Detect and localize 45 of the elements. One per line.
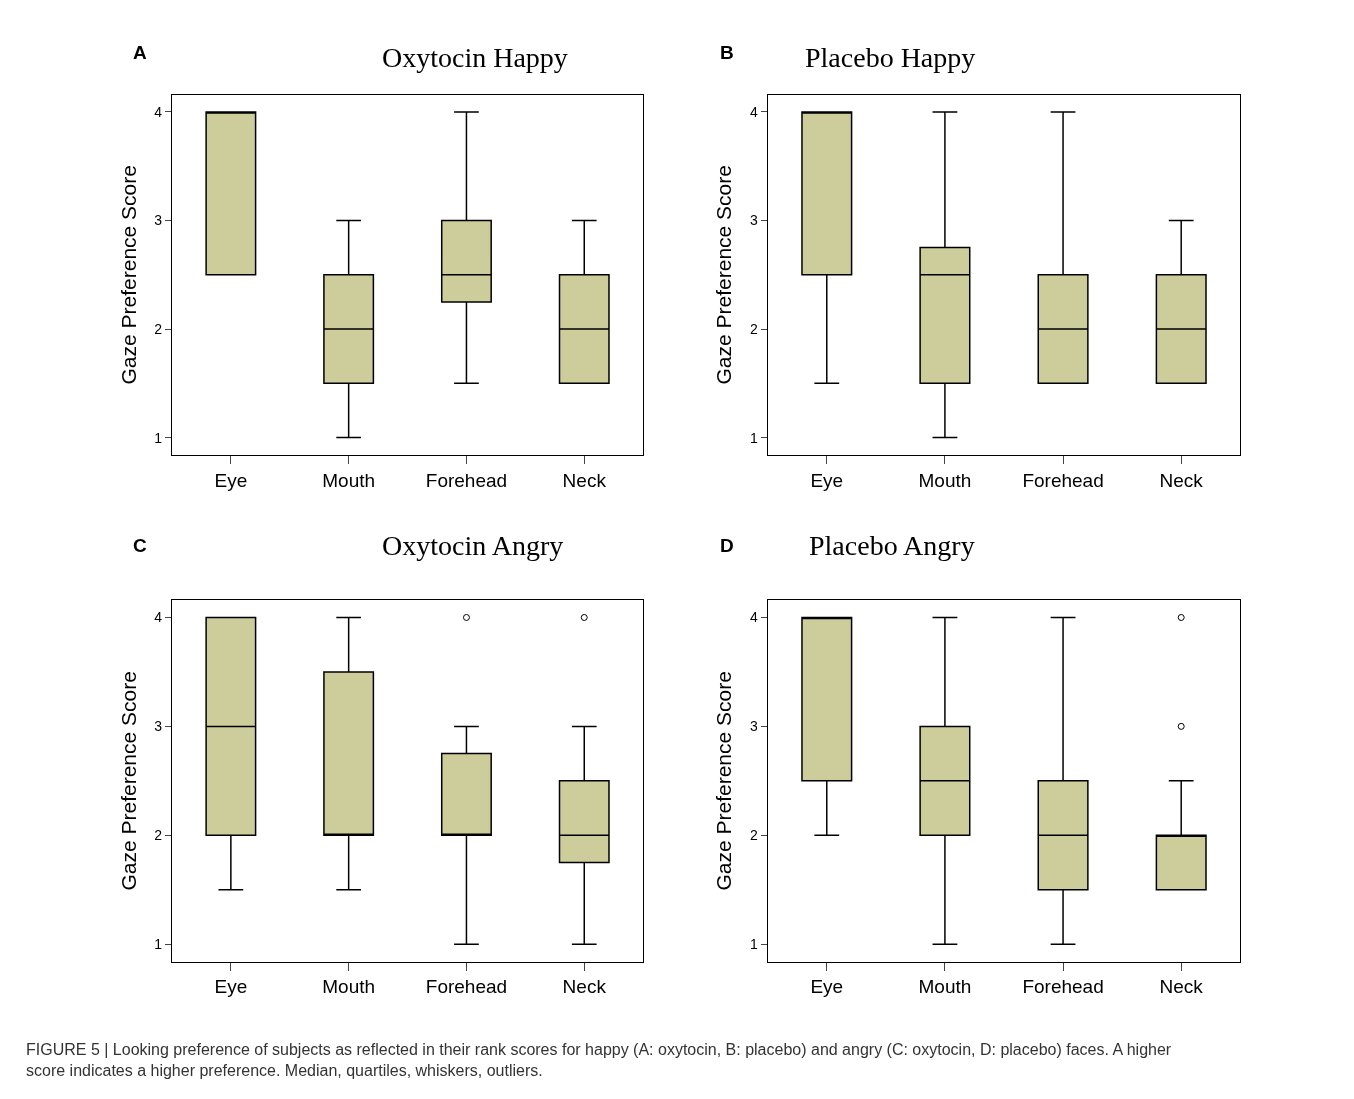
text: D — [720, 535, 734, 556]
y-tick-label: 3 — [154, 718, 163, 735]
y-tick-label: 3 — [750, 212, 759, 229]
x-tick-label: Forehead — [425, 976, 508, 998]
x-tick-label: Forehead — [1022, 469, 1104, 491]
x-tick-label: Neck — [1159, 469, 1204, 491]
x-tick-label: Forehead — [425, 469, 508, 491]
y-tick-label: 1 — [154, 936, 163, 953]
y-tick-label: 1 — [750, 936, 759, 953]
x-tick-label: Mouth — [322, 469, 376, 491]
y-tick-label: 1 — [154, 429, 163, 446]
x-tick-label: Eye — [214, 469, 248, 491]
y-axis-title: Gaze Preference Score — [116, 165, 140, 385]
y-axis-title: Gaze Preference Score — [116, 671, 140, 891]
y-tick-label: 2 — [750, 320, 759, 337]
y-tick-label: 4 — [154, 609, 163, 626]
chart-title: Placebo Happy — [805, 42, 976, 73]
y-tick-label: 4 — [750, 103, 759, 120]
y-tick-label: 2 — [750, 827, 759, 844]
x-tick-label: Mouth — [918, 976, 972, 998]
chart-title: Placebo Angry — [809, 530, 975, 561]
x-tick-label: Forehead — [1022, 976, 1104, 998]
x-tick-label: Eye — [810, 976, 844, 998]
text: B — [720, 42, 734, 63]
y-axis-title: Gaze Preference Score — [712, 165, 736, 385]
x-tick-label: Neck — [1159, 976, 1204, 998]
y-tick-label: 2 — [154, 320, 163, 337]
y-tick-label: 4 — [750, 609, 759, 626]
x-tick-label: Eye — [810, 469, 844, 491]
x-tick-label: Neck — [562, 469, 607, 491]
text: C — [133, 535, 147, 556]
y-tick-label: 2 — [154, 827, 163, 844]
chart-title: Oxytocin Angry — [382, 530, 564, 561]
x-tick-label: Neck — [562, 976, 607, 998]
y-tick-label: 1 — [750, 429, 759, 446]
text: A — [133, 42, 147, 63]
y-axis-title: Gaze Preference Score — [712, 671, 736, 891]
x-tick-label: Eye — [214, 976, 248, 998]
chart-title: Oxytocin Happy — [382, 42, 568, 73]
y-tick-label: 3 — [154, 212, 163, 229]
x-tick-label: Mouth — [918, 469, 972, 491]
caption: FIGURE 5 | Looking preference of subjects as reflected in their rank scores for happy (A: oxytocin, B: placebo) and angry (C: oxytocin, D: placebo) faces. A higher score indicates a higher preference. Median, quartiles, whiskers, outliers. — [26, 1041, 1172, 1079]
x-tick-label: Mouth — [322, 976, 376, 998]
y-tick-label: 4 — [154, 103, 163, 120]
y-tick-label: 3 — [750, 718, 759, 735]
